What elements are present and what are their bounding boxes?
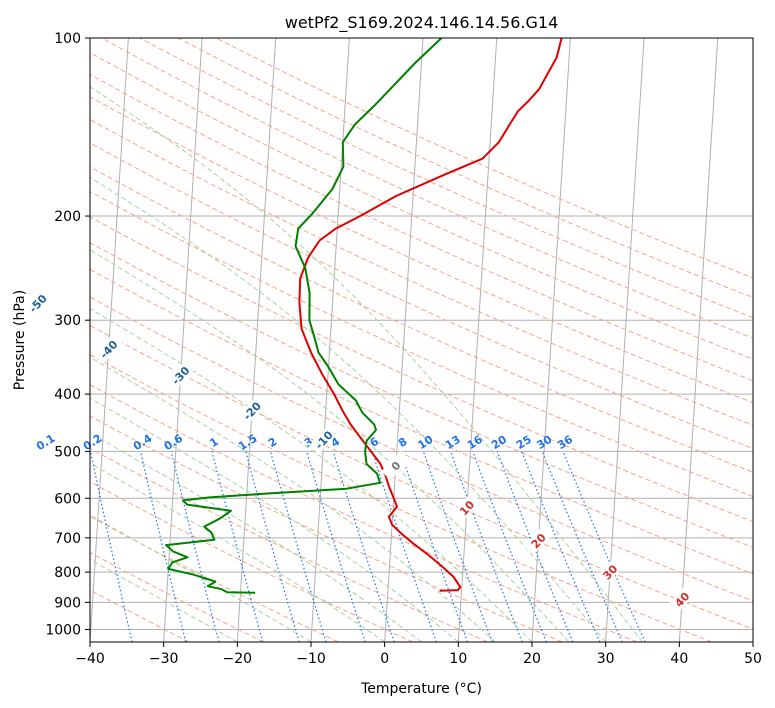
- mixing-ratio-line: [371, 451, 437, 642]
- isotherm-line: [236, 38, 277, 642]
- y-tick-label: 100: [54, 31, 81, 47]
- dry-adiabat: [90, 73, 753, 382]
- isotherm-line: [384, 38, 424, 642]
- x-tick-label: 40: [670, 651, 688, 667]
- dry-adiabat: [90, 142, 753, 450]
- isotherm-label-bg: [595, 557, 625, 587]
- moist-adiabat: [90, 86, 643, 642]
- y-tick-label: 400: [54, 387, 81, 403]
- mixing-ratio-line: [422, 451, 493, 642]
- isotherm-label-bg: [523, 525, 553, 556]
- dry-adiabat: [90, 296, 753, 602]
- x-tick-label: −40: [75, 651, 105, 667]
- mixing-ratio-line: [306, 451, 366, 642]
- temperature-line: [298, 38, 563, 592]
- y-tick-label: 700: [54, 531, 81, 547]
- dewpoint-line: [165, 38, 443, 594]
- axis-ticks: −40 −30 −20 −10 0 10 20 30 40 50 100 200 300 400 500 60…: [45, 31, 762, 667]
- isotherm-line: [678, 38, 719, 642]
- x-tick-label: 20: [523, 651, 541, 667]
- y-tick-label: 300: [54, 313, 81, 329]
- dry-adiabat: [90, 52, 753, 360]
- mixing-ratio-line: [139, 451, 187, 642]
- moist-adiabat: [90, 249, 570, 642]
- x-tick-label: −10: [296, 651, 326, 667]
- isotherm-label-bg: [452, 492, 481, 523]
- x-tick-label: 50: [744, 651, 762, 667]
- y-tick-label: 500: [54, 444, 81, 460]
- isotherm-label-bg: [237, 395, 266, 426]
- y-tick-label: 800: [54, 565, 81, 581]
- y-tick-label: 900: [54, 595, 81, 611]
- dry-adiabat: [139, 38, 753, 319]
- x-tick-label: 0: [380, 651, 389, 667]
- mixing-ratio-line: [90, 451, 133, 642]
- dry-adiabat: [177, 38, 753, 299]
- isotherm-label-bg: [93, 334, 123, 364]
- y-tick-label: 600: [54, 491, 81, 507]
- moist-adiabat: [90, 514, 312, 642]
- dry-adiabat: [90, 96, 753, 404]
- moist-adiabat: [90, 462, 385, 642]
- isotherm-label-bg: [381, 450, 410, 481]
- isotherm-label-bg: [165, 360, 195, 390]
- isotherm-label-bg: [667, 584, 696, 614]
- isotherm-line: [310, 38, 350, 642]
- dry-adiabat: [90, 190, 753, 498]
- mixing-ratio-line: [269, 451, 327, 642]
- isotherm-line: [605, 38, 645, 642]
- moist-adiabat: [90, 397, 459, 642]
- isotherm-line: [163, 38, 203, 642]
- dry-adiabat: [90, 242, 753, 548]
- series-layer: [165, 38, 563, 594]
- x-tick-label: 30: [597, 651, 615, 667]
- y-axis-label: Pressure (hPa): [12, 290, 28, 390]
- mixing-ratio-line: [562, 451, 646, 642]
- mixing-ratio-line: [245, 451, 300, 642]
- mixing-ratio-line: [332, 451, 395, 642]
- moist-adiabat: [90, 176, 607, 642]
- mixing-ratio-line: [541, 451, 623, 642]
- isotherm-label-bg: [23, 288, 52, 318]
- chart-title: wetPf2_S169.2024.146.14.56.G14: [285, 13, 559, 33]
- mixing-ratio-line: [211, 451, 264, 642]
- y-tick-label: 200: [54, 209, 81, 225]
- y-tick-label: 1000: [45, 622, 81, 638]
- mixing-ratio-line: [400, 451, 469, 642]
- x-tick-label: −30: [149, 651, 179, 667]
- moist-adiabat: [90, 308, 533, 642]
- mixing-ratio-line: [170, 451, 220, 642]
- moist-adiabat: [90, 432, 422, 642]
- dry-adiabat: [90, 268, 753, 575]
- moist-adiabat: [90, 356, 496, 642]
- x-tick-label: −20: [223, 651, 253, 667]
- dry-adiabat: [215, 38, 753, 279]
- x-axis-label: Temperature (°C): [360, 681, 482, 697]
- plot-frame: [89, 37, 754, 643]
- isotherm-label-bg: [309, 424, 338, 455]
- isotherm-line: [457, 38, 498, 642]
- x-tick-label: 10: [449, 651, 467, 667]
